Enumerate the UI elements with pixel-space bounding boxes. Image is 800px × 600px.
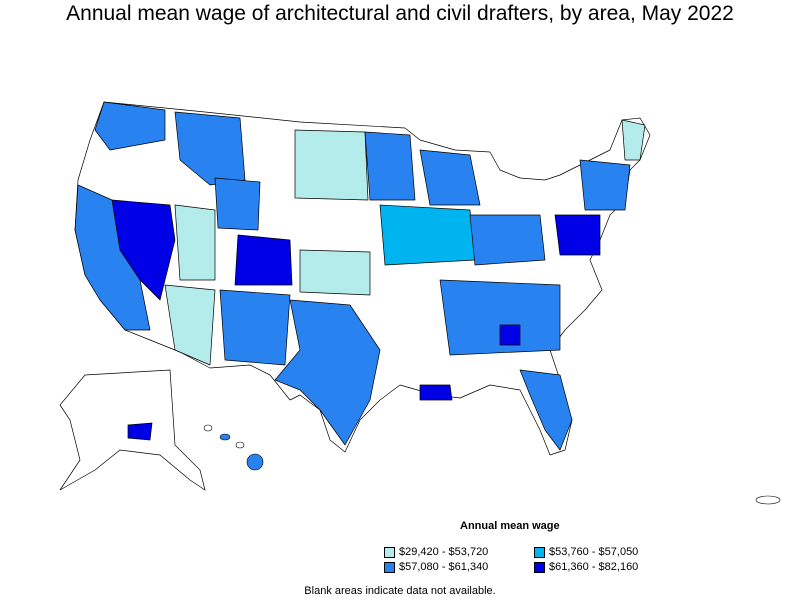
legend-label-3: $57,080 - $61,340 [399, 561, 489, 573]
region-florida [519, 369, 573, 451]
region-california [74, 184, 151, 331]
region-kansas [299, 249, 371, 296]
region-great-lakes [419, 149, 481, 206]
region-wyoming [214, 177, 261, 231]
region-mid-atlantic [554, 214, 601, 256]
region-colorado [234, 234, 293, 286]
region-southeast [439, 279, 561, 356]
region-midwest [379, 204, 476, 266]
region-ohio-valley [469, 214, 546, 266]
region-gulf [419, 384, 453, 401]
region-utah [174, 204, 216, 281]
region-new-mexico [219, 289, 291, 366]
region-pacific-northwest [94, 101, 166, 151]
region-dakotas [294, 129, 369, 201]
region-northeast [579, 159, 631, 211]
region-atlanta [499, 324, 521, 346]
legend-swatch-3 [384, 561, 395, 573]
legend-item-1: $29,420 - $53,720 [384, 546, 488, 558]
region-texas [274, 299, 381, 446]
alaska-anchorage [127, 422, 153, 441]
legend-label-1: $29,420 - $53,720 [399, 546, 489, 558]
puerto-rico [755, 495, 781, 505]
legend-item-4: $61,360 - $82,160 [534, 561, 638, 573]
legend-swatch-1 [384, 546, 395, 558]
region-arizona [164, 284, 216, 366]
legend-swatch-4 [534, 561, 545, 573]
region-maine [621, 119, 646, 161]
legend-item-3: $57,080 - $61,340 [384, 561, 488, 573]
legend-item-2: $53,760 - $57,050 [534, 546, 638, 558]
footnote: Blank areas indicate data not available. [304, 585, 496, 597]
legend-label-2: $53,760 - $57,050 [549, 546, 639, 558]
hawaii-islands [203, 424, 264, 471]
legend-swatch-2 [534, 546, 545, 558]
legend-label-4: $61,360 - $82,160 [549, 561, 639, 573]
map-title: Annual mean wage of architectural and ci… [66, 2, 734, 25]
legend-title: Annual mean wage [460, 520, 560, 532]
region-minnesota [364, 131, 416, 201]
